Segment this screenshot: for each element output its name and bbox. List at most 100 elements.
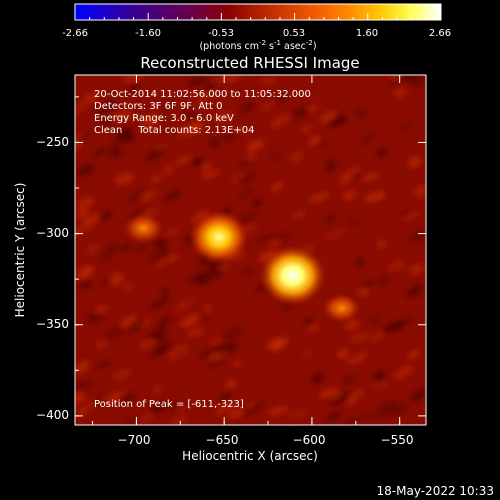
- ripple-blob: [361, 413, 373, 420]
- ripple-blob: [151, 260, 168, 271]
- ripple-blob: [376, 240, 387, 248]
- colorbar-tick-4: 1.60: [356, 28, 378, 39]
- ripple-blob: [149, 248, 171, 261]
- ripple-blob: [238, 187, 255, 200]
- ripple-blob: [374, 369, 386, 381]
- ripple-blob: [267, 406, 289, 416]
- ripple-blob: [300, 125, 313, 133]
- ripple-blob: [407, 350, 421, 359]
- ripple-blob: [211, 75, 233, 86]
- ripple-blob: [399, 208, 414, 219]
- ripple-blob: [145, 112, 165, 126]
- ripple-blob: [375, 399, 397, 414]
- ripple-blob: [309, 192, 330, 203]
- ripple-blob: [260, 75, 276, 86]
- ripple-blob: [393, 87, 408, 98]
- ripple-blob: [261, 101, 274, 111]
- ripple-blob: [165, 227, 179, 237]
- ripple-blob: [155, 143, 168, 151]
- ripple-blob: [161, 103, 173, 113]
- ripple-blob: [408, 156, 422, 168]
- ripple-blob: [149, 297, 171, 309]
- annotation-time: 20-Oct-2014 11:02:56.000 to 11:05:32.000: [94, 89, 311, 100]
- ripple-blob: [148, 348, 166, 358]
- ripple-blob: [330, 116, 348, 125]
- ripple-blob: [196, 98, 207, 106]
- ripple-blob: [156, 335, 167, 343]
- ripple-blob: [174, 297, 194, 312]
- ripple-blob: [219, 392, 232, 402]
- ripple-blob: [139, 338, 155, 350]
- ripple-blob: [157, 316, 172, 327]
- ripple-blob: [75, 381, 92, 390]
- ripple-blob: [166, 253, 178, 263]
- ripple-blob: [178, 316, 198, 328]
- colorbar-tick-2: -0.53: [208, 28, 234, 39]
- ripple-blob: [237, 171, 256, 184]
- ripple-blob: [83, 92, 99, 104]
- ripple-blob: [413, 185, 426, 198]
- ripple-blob: [375, 148, 388, 158]
- x-axis-title: Heliocentric X (arcsec): [182, 449, 318, 463]
- ripple-blob: [353, 257, 366, 267]
- ripple-blob: [199, 314, 213, 323]
- ripple-blob: [109, 389, 129, 402]
- ripple-blob: [287, 408, 310, 419]
- ripple-blob: [169, 401, 182, 412]
- ripple-blob: [315, 140, 326, 148]
- emission-source: [122, 212, 165, 245]
- ripple-blob: [124, 416, 139, 425]
- annotation-energy: Energy Range: 3.0 - 6.0 keV: [94, 113, 234, 124]
- ripple-blob: [338, 175, 354, 185]
- ripple-blob: [360, 288, 370, 297]
- ripple-blob: [347, 352, 369, 364]
- ripple-blob: [341, 190, 357, 201]
- ripple-blob: [310, 372, 325, 385]
- ripple-blob: [346, 389, 365, 402]
- ripple-blob: [266, 337, 287, 350]
- ripple-blob: [406, 284, 424, 299]
- ripple-blob: [228, 75, 242, 82]
- sources: [122, 209, 362, 324]
- y-tick-label-0: −250: [36, 135, 69, 149]
- ripple-blob: [200, 162, 212, 171]
- ripple-blob: [129, 83, 140, 93]
- ripple-blob: [240, 266, 254, 276]
- ripple-blob: [203, 303, 214, 314]
- ripple-blob: [290, 150, 304, 163]
- ripple-blob: [369, 316, 380, 325]
- plot-area: [74, 74, 427, 426]
- ripple-blob: [135, 244, 148, 256]
- ripple-blob: [225, 379, 236, 388]
- ripple-blob: [220, 132, 240, 141]
- ripple-blob: [213, 112, 233, 122]
- ripple-blob: [106, 243, 119, 254]
- ripple-blob: [162, 164, 175, 176]
- ripple-blob: [275, 93, 288, 105]
- colorbar-unit-label: (photons cm-2 s-1 asec-2): [199, 39, 316, 52]
- ripple-blob: [399, 124, 412, 132]
- ripple-blob: [145, 147, 166, 162]
- chart-title: Reconstructed RHESSI Image: [140, 54, 359, 72]
- annotation-detectors: Detectors: 3F 6F 9F, Att 0: [94, 101, 222, 112]
- ripple-blob: [291, 106, 310, 119]
- ripple-blob: [358, 280, 375, 291]
- ripple-blob: [246, 402, 256, 410]
- ripple-blob: [189, 123, 204, 134]
- ripple-blob: [237, 157, 253, 169]
- ripple-blob: [293, 210, 307, 218]
- ripple-blob: [75, 142, 82, 151]
- ripple-blob: [86, 311, 105, 324]
- ripple-blob: [364, 191, 386, 202]
- x-tick-label-0: −700: [118, 433, 151, 447]
- ripple-blob: [195, 158, 207, 167]
- ripple-blob: [76, 163, 95, 177]
- ripple-blob: [215, 401, 235, 415]
- ripple-blob: [187, 328, 204, 336]
- ripple-blob: [393, 365, 413, 380]
- ripple-blob: [77, 280, 93, 290]
- ripple-blob: [306, 104, 319, 112]
- ripple-blob: [349, 331, 369, 344]
- ripple-blob: [86, 244, 99, 254]
